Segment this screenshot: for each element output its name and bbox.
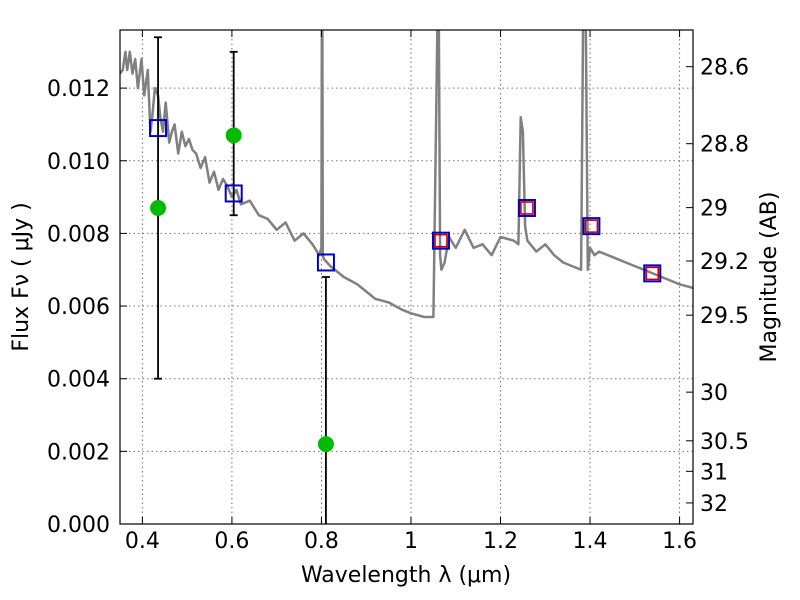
model-photometry-marker: [149, 119, 168, 138]
model-photometry-marker: [517, 198, 536, 217]
right-tick-label: 29.5: [700, 304, 749, 329]
right-tick-label: 29: [700, 197, 728, 222]
model-photometry-marker: [224, 184, 243, 203]
observed-photometry-marker: [434, 233, 448, 248]
model-photometry-marker: [643, 264, 662, 283]
observed-photometry-marker: [645, 266, 660, 281]
observed-photometry-point: [150, 199, 167, 216]
y-tick-label: 0.004: [47, 368, 110, 393]
x-axis-label: Wavelength λ (μm): [301, 563, 511, 588]
right-tick-label: 29.2: [700, 250, 749, 275]
right-tick-label: 31: [700, 460, 728, 485]
model-photometry-marker: [582, 217, 601, 236]
model-photometry-marker: [316, 253, 335, 272]
y-tick-label: 0.010: [47, 150, 110, 175]
axis-layer: 0.4 0.6 0.8 1 1.2 1.4 1.6 0.000 0.002 0.004 0.006 0…: [47, 30, 749, 554]
observed-photometry-point: [317, 436, 334, 453]
right-axis-label: Magnitude (AB): [757, 192, 782, 363]
right-tick-label: 28.6: [700, 56, 749, 81]
model-spectrum-line: [120, 30, 693, 319]
right-tick-label: 32: [700, 492, 728, 517]
y-axis-label: Flux Fν ( μJy ): [9, 202, 34, 351]
x-tick-label: 0.8: [304, 529, 339, 554]
y-tick-label: 0.002: [47, 440, 110, 465]
x-tick-label: 1.6: [662, 529, 697, 554]
model-photometry-marker: [431, 231, 450, 250]
y-tick-label: 0.000: [47, 513, 110, 538]
plot-layer: [120, 30, 693, 524]
x-tick-label: 0.6: [214, 529, 249, 554]
observed-photometry-marker: [520, 201, 534, 215]
plot-frame: [119, 29, 694, 525]
x-tick-label: 1: [404, 529, 418, 554]
x-tick-label: 1.4: [573, 529, 608, 554]
x-tick-label: 1.2: [483, 529, 518, 554]
x-tick-label: 0.4: [125, 529, 160, 554]
y-tick-label: 0.008: [47, 222, 110, 247]
right-tick-label: 28.8: [700, 133, 749, 158]
observed-photometry-marker: [584, 219, 599, 233]
y-tick-label: 0.006: [47, 295, 110, 320]
observed-photometry-point: [225, 127, 242, 144]
y-tick-label: 0.012: [47, 77, 110, 102]
grid-layer: [120, 30, 693, 525]
right-tick-label: 30: [700, 381, 728, 406]
right-tick-label: 30.5: [700, 430, 749, 455]
